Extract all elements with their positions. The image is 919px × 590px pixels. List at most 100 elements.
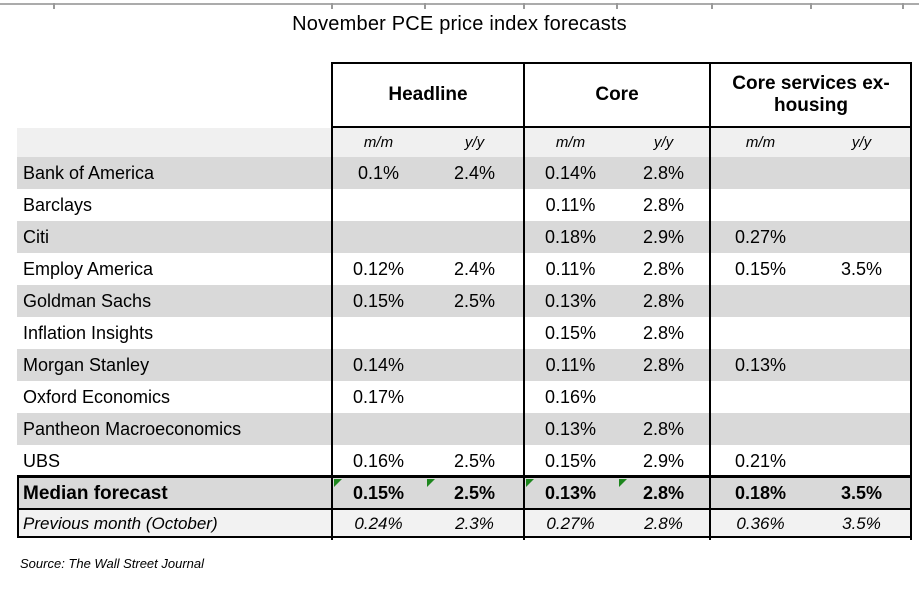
cell-core-mm: 0.11%	[545, 258, 596, 279]
cell-core-yy: 2.9%	[642, 450, 685, 471]
cell-cs-mm	[710, 189, 811, 221]
cell-core-yy: 2.8%	[642, 162, 685, 183]
ruler-tick	[616, 3, 618, 9]
cell-core-mm: 0.13%	[544, 483, 597, 503]
table-row: Employ America 0.12% 2.4% 0.11% 2.8% 0.1…	[17, 253, 912, 285]
header-spacer	[17, 62, 332, 128]
cell-headline-mm	[332, 189, 425, 221]
cell-headline-mm: 0.24%	[354, 514, 403, 533]
cell-cs-yy	[811, 445, 912, 477]
previous-month-row: Previous month (October) 0.24% 2.3% 0.27…	[17, 510, 912, 538]
cell-cs-mm: 0.13%	[734, 354, 787, 375]
row-label: Median forecast	[23, 482, 168, 504]
cell-headline-mm: 0.17%	[352, 386, 405, 407]
cell-core-yy: 2.8%	[642, 258, 685, 279]
cell-core-mm: 0.11%	[545, 354, 596, 375]
cell-headline-mm: 0.14%	[352, 354, 405, 375]
table-row: Goldman Sachs 0.15% 2.5% 0.13% 2.8%	[17, 285, 912, 317]
cell-headline-mm	[332, 221, 425, 253]
cell-headline-yy: 2.5%	[453, 483, 496, 503]
subheader-cs-yy: y/y	[851, 134, 872, 151]
source-attribution: Source: The Wall Street Journal	[20, 556, 205, 571]
cell-headline-yy	[425, 381, 524, 413]
cell-core-mm: 0.27%	[546, 514, 595, 533]
cell-core-yy: 2.8%	[644, 514, 683, 533]
cell-core-mm: 0.18%	[544, 226, 597, 247]
cell-headline-mm: 0.12%	[352, 258, 405, 279]
cell-cs-yy: 3.5%	[840, 483, 883, 503]
row-label: Oxford Economics	[23, 386, 171, 407]
row-label: Bank of America	[23, 162, 155, 183]
cell-headline-mm: 0.1%	[357, 162, 400, 183]
cell-cs-yy: 3.5%	[840, 258, 883, 279]
green-flag-triangle-icon	[526, 479, 534, 487]
ruler-tick	[523, 3, 525, 9]
cell-core-yy: 2.8%	[642, 322, 685, 343]
cell-core-mm: 0.13%	[544, 290, 597, 311]
table-row: Morgan Stanley 0.14% 0.11% 2.8% 0.13%	[17, 349, 912, 381]
cell-cs-yy	[811, 221, 912, 253]
ruler-tick	[711, 3, 713, 9]
cell-headline-yy	[425, 413, 524, 445]
cell-headline-mm: 0.15%	[352, 290, 405, 311]
ruler-tick	[53, 3, 55, 9]
cell-core-yy: 2.9%	[642, 226, 685, 247]
green-flag-triangle-icon	[619, 479, 627, 487]
green-flag-triangle-icon	[427, 479, 435, 487]
ruler-tick	[902, 3, 904, 9]
forecast-table: Headline Core Core services ex-housing m…	[17, 62, 912, 548]
cell-core-yy: 2.8%	[642, 194, 685, 215]
cell-cs-mm	[710, 285, 811, 317]
cell-cs-mm: 0.21%	[734, 450, 787, 471]
cell-headline-yy: 2.4%	[453, 258, 496, 279]
table-border	[331, 62, 333, 540]
table-row: Inflation Insights 0.15% 2.8%	[17, 317, 912, 349]
cell-core-mm: 0.16%	[544, 386, 597, 407]
cell-cs-mm	[710, 317, 811, 349]
cell-cs-mm: 0.18%	[734, 483, 787, 503]
cell-core-yy: 2.8%	[642, 354, 685, 375]
cell-cs-yy	[811, 349, 912, 381]
table-row: UBS 0.16% 2.5% 0.15% 2.9% 0.21%	[17, 445, 912, 477]
subheader-headline-yy: y/y	[464, 134, 485, 151]
cell-cs-yy	[811, 317, 912, 349]
row-label: Inflation Insights	[23, 322, 154, 343]
cell-cs-yy	[811, 189, 912, 221]
table-border	[17, 475, 19, 538]
section-header-row: Headline Core Core services ex-housing	[17, 62, 912, 128]
cell-headline-mm: 0.15%	[352, 483, 405, 503]
cell-core-mm: 0.15%	[544, 450, 597, 471]
cell-core-yy	[617, 381, 710, 413]
median-forecast-row: Median forecast 0.15% 2.5% 0.13% 2.8% 0.…	[17, 477, 912, 510]
cell-headline-yy	[425, 317, 524, 349]
table-row: Bank of America 0.1% 2.4% 0.14% 2.8%	[17, 157, 912, 189]
row-label: Pantheon Macroeconomics	[23, 418, 242, 439]
cell-core-yy: 2.8%	[642, 418, 685, 439]
cell-headline-yy: 2.4%	[453, 162, 496, 183]
cell-cs-yy	[811, 413, 912, 445]
cell-core-mm: 0.11%	[545, 194, 596, 215]
cell-headline-yy: 2.3%	[455, 514, 494, 533]
cell-cs-yy	[811, 285, 912, 317]
table-border	[331, 62, 912, 64]
table-border	[17, 536, 912, 538]
gridline-ruler	[0, 3, 919, 5]
cell-headline-yy: 2.5%	[453, 450, 496, 471]
cell-core-mm: 0.15%	[544, 322, 597, 343]
table-row: Pantheon Macroeconomics 0.13% 2.8%	[17, 413, 912, 445]
row-label: Citi	[23, 226, 49, 247]
row-label: Goldman Sachs	[23, 290, 152, 311]
cell-cs-mm: 0.27%	[734, 226, 787, 247]
ruler-tick	[331, 3, 333, 9]
cell-headline-mm	[332, 317, 425, 349]
cell-cs-yy	[811, 157, 912, 189]
green-flag-triangle-icon	[334, 479, 342, 487]
table-border	[523, 62, 525, 540]
cell-cs-mm: 0.36%	[736, 514, 785, 533]
table-row: Oxford Economics 0.17% 0.16%	[17, 381, 912, 413]
cell-headline-yy: 2.5%	[453, 290, 496, 311]
cell-core-mm: 0.14%	[544, 162, 597, 183]
table-row: Citi 0.18% 2.9% 0.27%	[17, 221, 912, 253]
section-header-core: Core	[595, 84, 639, 106]
